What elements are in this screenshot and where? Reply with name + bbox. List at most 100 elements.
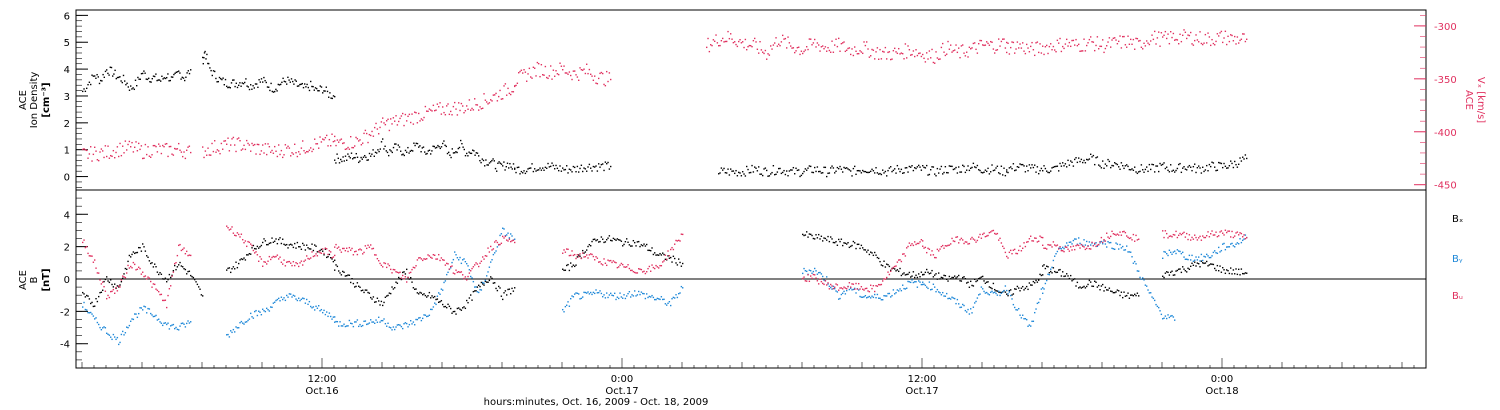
bottom-bz-point <box>866 287 868 290</box>
top-ion-density-point <box>410 149 413 152</box>
top-ion-density-point <box>1019 163 1021 165</box>
bottom-bz-point <box>1180 233 1183 236</box>
bottom-bx-point <box>1062 271 1064 273</box>
top-vx-point <box>98 159 100 162</box>
bottom-by-point <box>374 322 376 324</box>
bottom-by-point <box>423 314 425 316</box>
top-vx-point <box>186 149 188 151</box>
bottom-bz-point <box>324 247 327 249</box>
top-vx-point <box>1119 35 1121 37</box>
bottom-bz-point <box>344 249 347 252</box>
bottom-bz-point <box>308 258 311 260</box>
top-vx-point <box>140 145 143 147</box>
top-vx-point <box>478 109 480 111</box>
top-ion-density-point <box>280 83 282 86</box>
bottom-bx-point <box>138 246 140 249</box>
bottom-bz-point <box>970 238 972 240</box>
bottom-bx-point <box>1135 294 1137 297</box>
top-vx-point <box>751 45 753 48</box>
top-vx-point <box>1062 45 1064 48</box>
bottom-bz-point <box>488 251 491 253</box>
top-ion-density-point <box>307 86 309 89</box>
top-ion-density-point <box>226 85 228 88</box>
top-vx-point <box>176 148 179 150</box>
bottom-bx-point <box>674 257 676 260</box>
bottom-by-point <box>1148 292 1151 294</box>
top-vx-point <box>750 44 752 47</box>
top-vx-point <box>170 145 172 148</box>
bottom-bz-point <box>492 248 495 250</box>
top-ion-density-point <box>1146 166 1148 168</box>
bottom-by-point <box>403 323 405 325</box>
bottom-by-point <box>136 316 139 319</box>
top-ion-density-point <box>826 175 828 178</box>
bottom-bz-point <box>170 285 172 287</box>
top-vx-point <box>270 151 272 153</box>
top-ion-density-point <box>1188 164 1191 167</box>
top-ion-density-point <box>492 158 494 160</box>
bottom-by-point <box>247 319 249 322</box>
bottom-bz-point <box>91 255 93 257</box>
bottom-bx-point <box>883 260 885 262</box>
bottom-bz-point <box>804 280 807 282</box>
bottom-bz-point <box>122 275 124 277</box>
top-vx-point <box>1206 42 1208 44</box>
bottom-by-point <box>1232 245 1235 247</box>
bottom-by-point <box>666 304 668 306</box>
bottom-bx-point <box>1090 281 1092 283</box>
bottom-bz-point <box>367 244 369 246</box>
bottom-bz-point <box>86 245 88 248</box>
bottom-by-point <box>1088 241 1091 243</box>
top-ion-density-point <box>462 146 464 148</box>
top-vx-point <box>252 144 255 147</box>
top-vx-point <box>182 155 184 158</box>
top-ion-density-point <box>144 72 146 74</box>
top-ion-density-point <box>823 166 825 169</box>
top-ion-density-point <box>316 87 318 90</box>
bottom-bx-point <box>1067 275 1069 277</box>
bottom-bx-point <box>1059 268 1061 271</box>
bottom-by-point <box>87 311 89 314</box>
top-vx-point <box>183 151 185 153</box>
bottom-bx-point <box>1079 286 1081 288</box>
bottom-bz-point <box>272 255 275 258</box>
bottom-by-point <box>1166 317 1168 320</box>
bottom-by-point <box>287 296 289 298</box>
top-vx-point <box>172 154 175 156</box>
bottom-bx-point <box>494 282 496 284</box>
bottom-bx-point <box>588 243 591 246</box>
top-ion-density-point <box>1128 168 1131 171</box>
top-vx-point <box>434 109 436 112</box>
bottom-bz-point <box>1167 237 1169 239</box>
bottom-by-point <box>978 294 980 296</box>
top-vx-point <box>1168 42 1171 45</box>
top-vx-point <box>720 39 723 42</box>
bottom-bz-point <box>514 241 516 244</box>
top-vx-point <box>1204 33 1207 36</box>
bottom-bz-point <box>1224 229 1227 231</box>
top-vx-point <box>390 118 392 120</box>
bottom-bx-point <box>975 280 977 283</box>
top-vx-point <box>738 40 740 43</box>
top-ion-density-point <box>876 172 879 174</box>
top-vx-point <box>359 139 361 141</box>
bottom-by-point <box>1010 294 1012 297</box>
bottom-by-point <box>298 297 300 299</box>
top-vx-point <box>787 36 789 38</box>
bottom-by-point <box>1240 241 1243 244</box>
bottom-by-point <box>1036 302 1039 305</box>
bottom-bx-point <box>970 280 972 283</box>
bottom-bx-point <box>90 302 92 305</box>
top-vx-point <box>1072 39 1075 42</box>
top-vx-point <box>144 143 147 146</box>
bottom-by-point <box>443 281 445 284</box>
top-vx-point <box>1098 48 1100 50</box>
bottom-bz-point <box>1166 232 1168 235</box>
bottom-bz-point <box>983 232 985 234</box>
top-ion-density-point <box>1211 161 1213 163</box>
bottom-bz-point <box>663 260 665 262</box>
bottom-bz-point <box>1228 230 1231 232</box>
top-vx-point <box>914 55 916 58</box>
bottom-by-point <box>335 320 337 323</box>
bottom-bx-point <box>824 237 827 240</box>
